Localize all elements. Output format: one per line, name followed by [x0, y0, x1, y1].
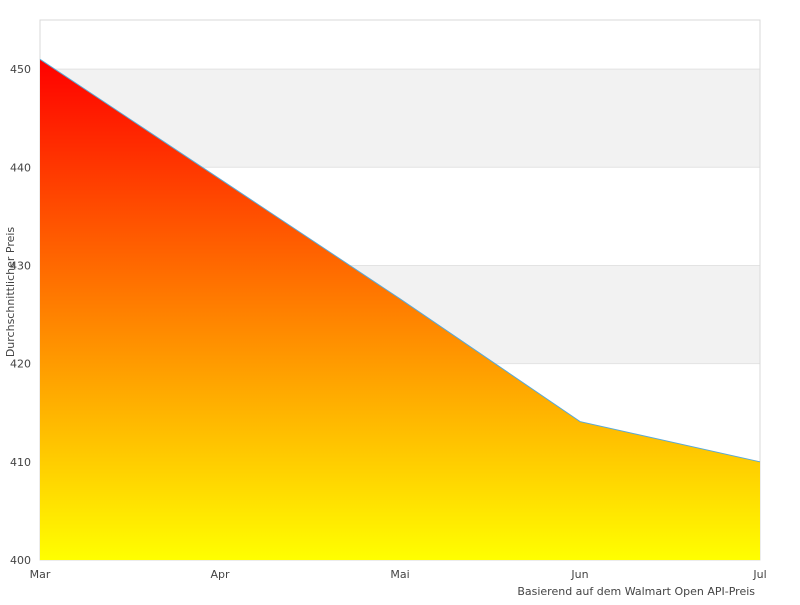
y-axis-label: Durchschnittlicher Preis	[4, 227, 17, 358]
y-tick-label: 420	[10, 358, 31, 371]
x-axis-ticks: Mar Apr Mai Jun Jul	[30, 568, 767, 581]
x-tick-label: Mai	[390, 568, 409, 581]
x-tick-label: Jun	[570, 568, 588, 581]
area-series	[39, 58, 761, 560]
area-fill	[40, 59, 760, 560]
x-tick-label: Jul	[752, 568, 766, 581]
x-tick-label: Apr	[210, 568, 230, 581]
y-tick-label: 430	[10, 259, 31, 272]
y-tick-label: 400	[10, 554, 31, 567]
series-line	[39, 58, 761, 463]
y-tick-label: 410	[10, 456, 31, 469]
y-tick-label: 440	[10, 161, 31, 174]
source-note: Basierend auf dem Walmart Open API-Preis	[517, 585, 755, 598]
y-axis-ticks: 400 410 420 430 440 450	[10, 63, 31, 567]
x-tick-label: Mar	[30, 568, 51, 581]
y-tick-label: 450	[10, 63, 31, 76]
